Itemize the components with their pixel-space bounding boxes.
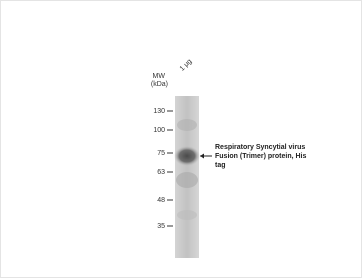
marker-label: 130 — [153, 108, 165, 115]
marker-label: 100 — [153, 127, 165, 134]
unit-label: (kDa) — [151, 81, 168, 88]
marker-label: 75 — [157, 150, 165, 157]
smear — [176, 172, 198, 188]
annotation-line: Respiratory Syncytial virus — [215, 144, 305, 151]
marker-label: 48 — [157, 197, 165, 204]
faint-band — [177, 119, 197, 131]
main-band — [174, 146, 200, 166]
figure: 1 μg MW (kDa) 13010075634835Respiratory … — [0, 0, 362, 278]
mw-label: MW — [153, 73, 166, 80]
annotation-line: Fusion (Trimer) protein, His — [215, 153, 307, 160]
annotation-line: tag — [215, 162, 226, 169]
marker-label: 63 — [157, 169, 165, 176]
marker-label: 35 — [157, 223, 165, 230]
faint-band — [177, 210, 197, 220]
